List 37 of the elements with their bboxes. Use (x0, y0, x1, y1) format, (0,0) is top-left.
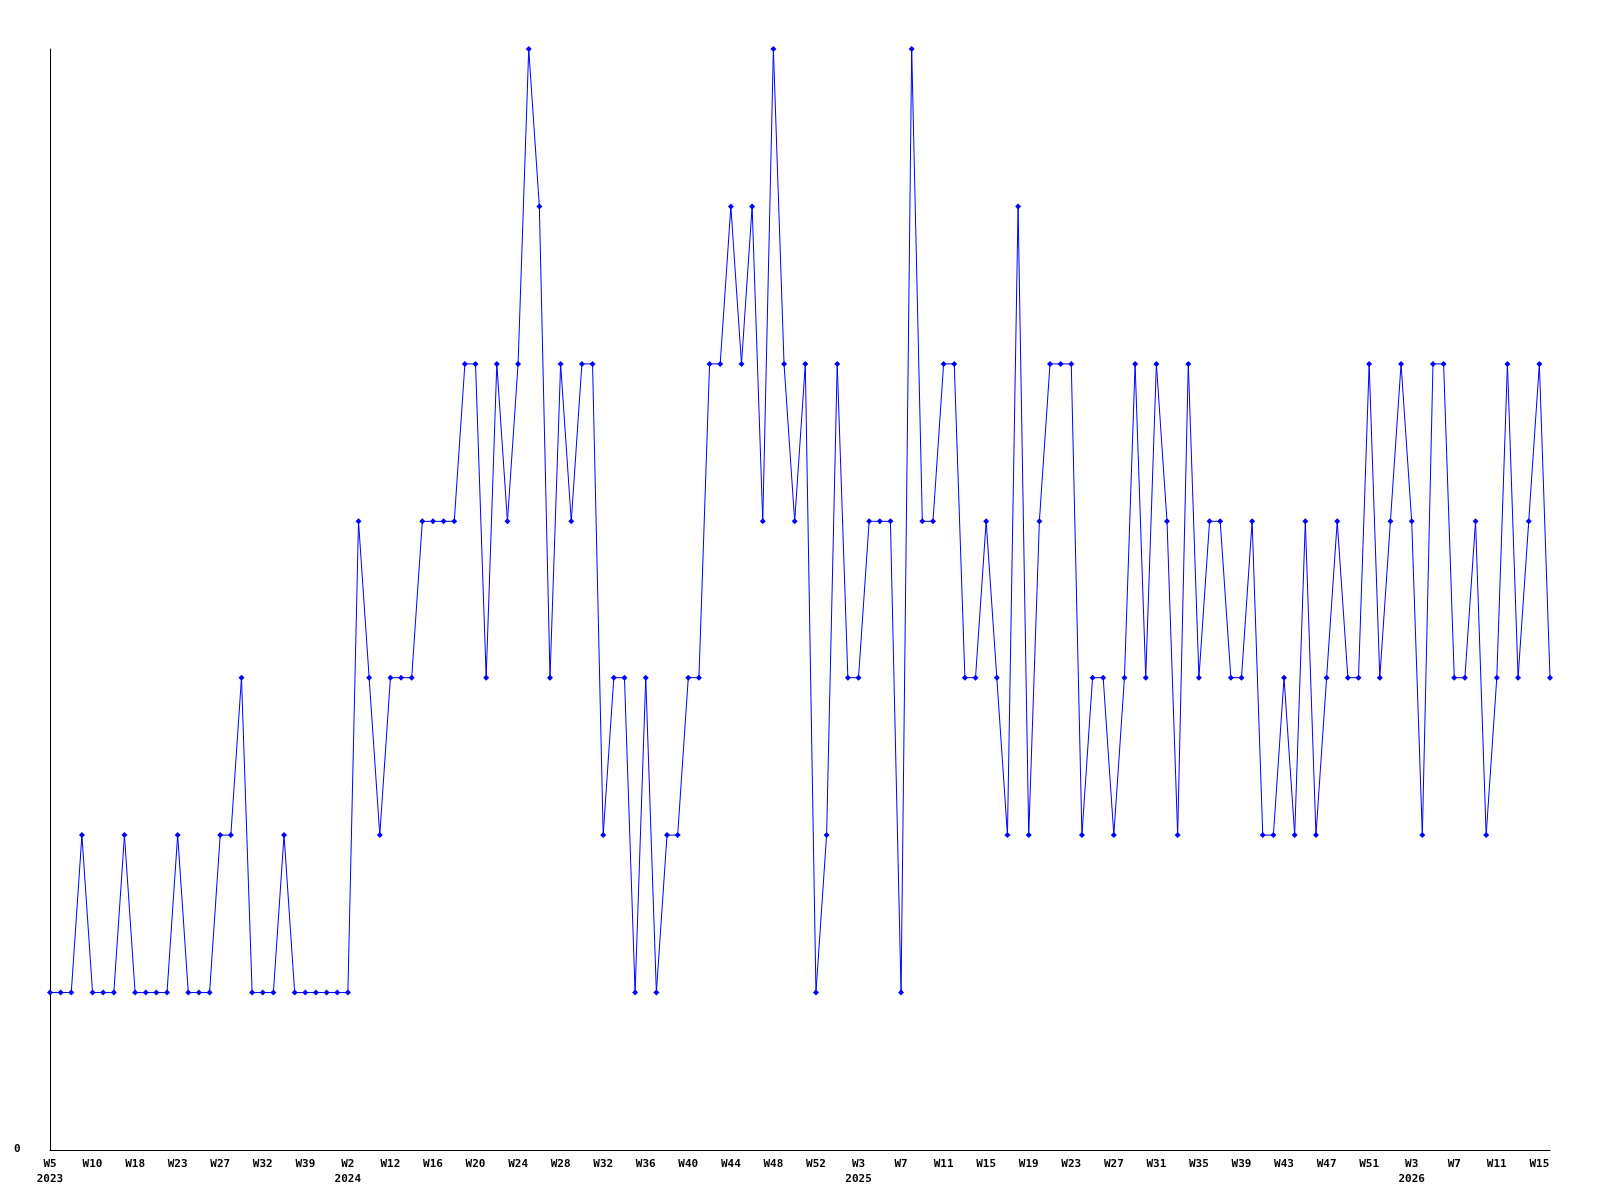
x-tick-label: W2 2024 (334, 1157, 362, 1185)
x-tick-label: W15 (976, 1157, 997, 1170)
x-tick-label: W3 2026 (1398, 1157, 1426, 1185)
x-tick-label: W15 (1529, 1157, 1550, 1170)
x-tick-label: W5 2023 (36, 1157, 64, 1185)
x-tick-label: W31 (1146, 1157, 1167, 1170)
x-tick-label: W18 (125, 1157, 146, 1170)
x-tick-label: W23 (167, 1157, 188, 1170)
x-tick-label: W48 (763, 1157, 784, 1170)
x-tick-label: W43 (1274, 1157, 1294, 1170)
x-tick-label: W10 (82, 1157, 103, 1170)
x-tick-label: W51 (1359, 1157, 1380, 1170)
x-tick-label: W16 (423, 1157, 444, 1170)
x-tick-label: W7 (894, 1157, 908, 1170)
x-tick-label: W28 (550, 1157, 571, 1170)
x-tick-label: W24 (508, 1157, 529, 1170)
x-tick-label: W27 (210, 1157, 231, 1170)
x-tick-label: W32 (252, 1157, 273, 1170)
x-tick-label: W52 (806, 1157, 826, 1170)
x-tick-label: W3 2025 (845, 1157, 872, 1185)
x-tick-label: W47 (1316, 1157, 1337, 1170)
x-tick-label: W7 (1447, 1157, 1461, 1170)
x-tick-label: W11 (1486, 1157, 1508, 1170)
x-tick-label: W23 (1061, 1157, 1082, 1170)
x-tick-label: W11 (933, 1157, 954, 1170)
x-tick-label: W12 (380, 1157, 401, 1170)
x-tick-label: W32 (593, 1157, 614, 1170)
x-tick-label: W39 (1231, 1157, 1252, 1170)
x-tick-label: W19 (1018, 1157, 1039, 1170)
text: 0 (14, 1142, 21, 1155)
x-tick-label: W44 (720, 1157, 742, 1170)
x-tick-label: W39 (295, 1157, 316, 1170)
x-tick-label: W36 (635, 1157, 657, 1170)
x-tick-label: W20 (465, 1157, 486, 1170)
x-tick-label: W40 (678, 1157, 699, 1170)
x-tick-label: W35 (1189, 1157, 1209, 1170)
x-tick-label: W27 (1103, 1157, 1124, 1170)
